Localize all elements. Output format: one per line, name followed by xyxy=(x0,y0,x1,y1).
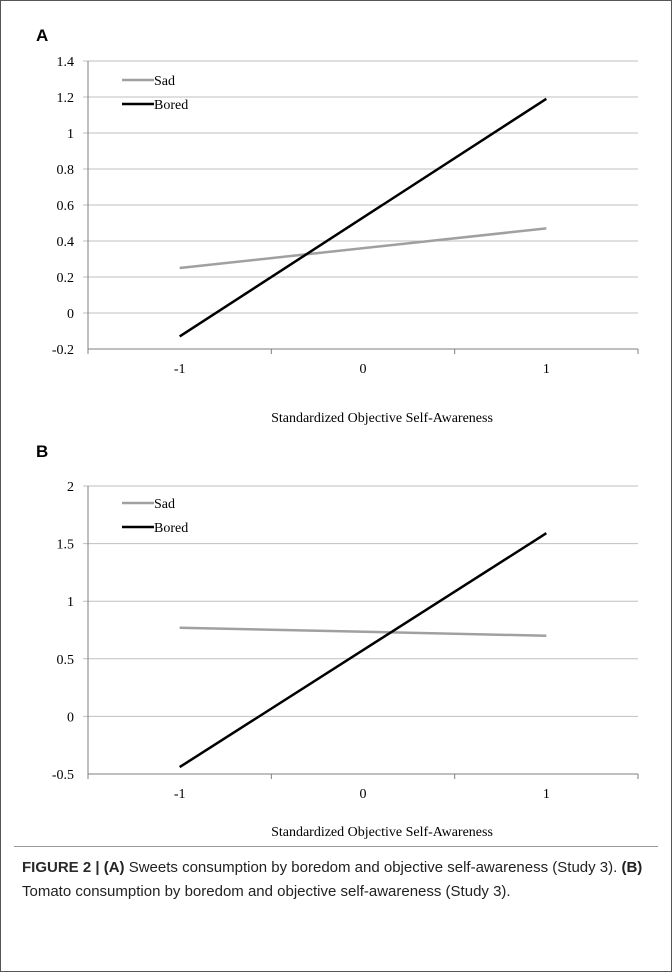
y-tick-label-a: -0.2 xyxy=(52,343,74,358)
series-line-bored-a xyxy=(178,97,548,338)
legend-label-bored-b: Bored xyxy=(154,521,188,536)
figure-caption: FIGURE 2 | (A) Sweets consumption by bor… xyxy=(22,856,652,904)
y-tick-label-b: 0 xyxy=(67,710,74,725)
y-tick-label-a: 1.4 xyxy=(57,55,75,70)
legend-label-bored-a: Bored xyxy=(154,98,188,113)
x-tick-label-a: -1 xyxy=(174,362,186,377)
x-tick-label-a: 0 xyxy=(360,362,367,377)
y-tick-label-b: 0.5 xyxy=(57,653,75,668)
y-tick-label-a: 0.2 xyxy=(57,271,75,286)
legend-label-sad-a: Sad xyxy=(154,74,175,89)
caption-part-a-label: (A) xyxy=(103,859,125,876)
caption-part-b-label: (B) xyxy=(621,859,643,876)
x-tick-label-a: 1 xyxy=(543,362,550,377)
series-line-sad-a xyxy=(179,227,547,270)
panel-letter-b: B xyxy=(36,442,48,461)
caption-divider xyxy=(14,846,658,847)
y-tick-label-a: 0.8 xyxy=(57,163,75,178)
y-tick-label-a: 0 xyxy=(67,307,74,322)
caption-part-b-text: Tomato consumption by boredom and object… xyxy=(22,883,511,900)
y-tick-label-a: 1 xyxy=(67,127,74,142)
y-tick-label-b: -0.5 xyxy=(52,768,74,783)
caption-label: FIGURE 2 | xyxy=(22,859,100,876)
y-tick-label-b: 1.5 xyxy=(57,538,75,553)
legend-label-sad-b: Sad xyxy=(154,497,175,512)
series-line-sad-b xyxy=(179,626,547,638)
x-tick-label-b: 1 xyxy=(543,787,550,802)
y-tick-label-a: 0.4 xyxy=(57,235,75,250)
panel-letter-a: A xyxy=(36,26,48,45)
x-axis-title-a: Standardized Objective Self-Awareness xyxy=(271,411,493,426)
y-tick-label-b: 1 xyxy=(67,595,74,610)
x-axis-title-b: Standardized Objective Self-Awareness xyxy=(271,825,493,840)
x-tick-label-b: -1 xyxy=(174,787,186,802)
y-tick-label-b: 2 xyxy=(67,480,74,495)
y-tick-label-a: 1.2 xyxy=(57,91,75,106)
x-tick-label-b: 0 xyxy=(360,787,367,802)
y-tick-label-a: 0.6 xyxy=(57,199,75,214)
series-line-bored-b xyxy=(178,532,548,769)
chart-panel-b: B Sad Bored -0.5 0 0.5 1 1.5 2 -1 0 1 Standardize… xyxy=(36,442,639,840)
caption-part-a-text: Sweets consumption by boredom and object… xyxy=(128,859,618,876)
